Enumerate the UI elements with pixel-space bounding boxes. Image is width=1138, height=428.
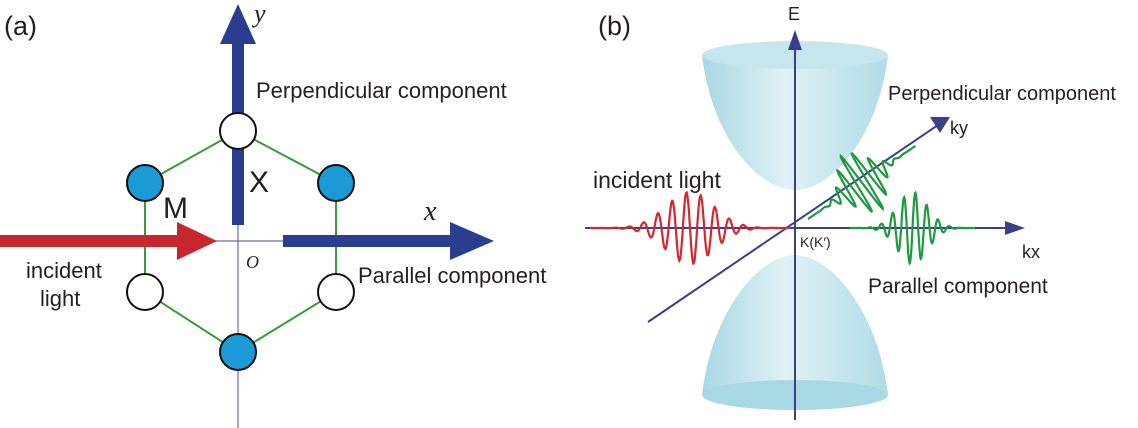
axis-label: kx xyxy=(1022,242,1040,262)
ky-arrowhead xyxy=(930,117,950,133)
axis-label: y xyxy=(251,0,266,28)
annotation: incident light xyxy=(593,167,721,193)
site-white xyxy=(127,274,163,310)
e-arrowhead xyxy=(788,30,802,50)
site-blue xyxy=(318,165,354,201)
origin-label: O xyxy=(246,252,259,272)
point-label: K(K′) xyxy=(800,234,831,250)
page: (a) y Perpendicular component X M x O Pa… xyxy=(0,0,1138,428)
site-blue xyxy=(220,334,256,370)
panel-a: (a) y Perpendicular component X M x O Pa… xyxy=(0,0,546,428)
axis-label: ky xyxy=(950,118,968,138)
annotation: incident xyxy=(26,258,102,283)
annotation: Perpendicular component xyxy=(256,78,507,103)
site-white xyxy=(318,274,354,310)
annotation: light xyxy=(40,286,80,311)
panel-b: (b) E Perpendicular component ky inciden… xyxy=(585,4,1116,420)
perpendicular-arrowhead xyxy=(220,4,256,44)
site-label: M xyxy=(163,192,188,225)
annotation: Parallel component xyxy=(868,275,1048,298)
site-label: X xyxy=(249,166,269,199)
axis-label: E xyxy=(788,4,800,24)
kx-arrowhead xyxy=(1005,221,1025,235)
wave-packet xyxy=(590,193,790,264)
annotation: Perpendicular component xyxy=(888,83,1116,105)
panel-label: (b) xyxy=(598,11,631,41)
annotation: Parallel component xyxy=(358,263,546,288)
site-white xyxy=(220,113,256,149)
parallel-arrow xyxy=(283,235,453,247)
incident-arrowhead xyxy=(177,222,217,260)
incident-arrow xyxy=(0,235,180,247)
figure: (a) y Perpendicular component X M x O Pa… xyxy=(0,0,1138,428)
site-blue xyxy=(127,165,163,201)
axis-label: x xyxy=(423,196,437,227)
panel-label: (a) xyxy=(4,11,37,41)
parallel-arrowhead xyxy=(450,222,494,260)
